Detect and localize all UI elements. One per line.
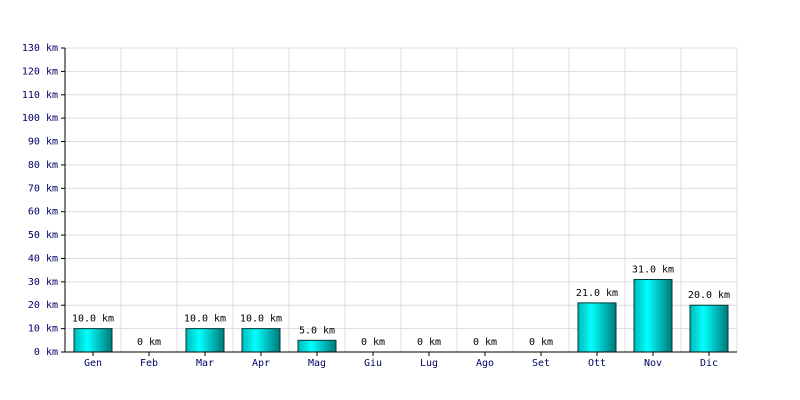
x-tick-label: Mar <box>196 358 214 369</box>
bar <box>241 328 281 353</box>
x-tick-label: Gen <box>84 358 102 369</box>
value-label: 0 km <box>417 337 441 348</box>
x-tick-label: Nov <box>644 358 662 369</box>
x-tick-label: Apr <box>252 358 270 369</box>
value-label: 0 km <box>137 337 161 348</box>
x-tick-label: Mag <box>308 358 326 369</box>
value-label: 10.0 km <box>72 314 114 325</box>
y-tick-label: 100 km <box>22 113 58 124</box>
value-label: 0 km <box>473 337 497 348</box>
value-label: 0 km <box>529 337 553 348</box>
y-tick-label: 30 km <box>28 277 58 288</box>
bar <box>633 279 673 353</box>
bar <box>185 328 225 353</box>
bar <box>73 328 113 353</box>
y-tick-label: 120 km <box>22 66 58 77</box>
x-tick-label: Ago <box>476 358 494 369</box>
y-tick-label: 130 km <box>22 43 58 54</box>
value-label: 0 km <box>361 337 385 348</box>
value-label: 20.0 km <box>688 290 730 301</box>
y-tick-label: 90 km <box>28 137 58 148</box>
x-tick-label: Giu <box>364 358 382 369</box>
bar <box>689 304 729 353</box>
x-tick-label: Dic <box>700 358 718 369</box>
y-tick-label: 20 km <box>28 300 58 311</box>
value-label: 31.0 km <box>632 265 674 276</box>
y-tick-label: 70 km <box>28 183 58 194</box>
y-tick-label: 60 km <box>28 207 58 218</box>
bar <box>577 302 617 353</box>
value-label: 21.0 km <box>576 288 618 299</box>
x-tick-label: Set <box>532 358 550 369</box>
value-label: 10.0 km <box>184 314 226 325</box>
value-label: 5.0 km <box>299 325 335 336</box>
x-tick-label: Feb <box>140 358 158 369</box>
y-tick-label: 50 km <box>28 230 58 241</box>
y-tick-label: 0 km <box>34 347 58 358</box>
y-tick-label: 10 km <box>28 324 58 335</box>
value-label: 10.0 km <box>240 314 282 325</box>
y-tick-label: 40 km <box>28 253 58 264</box>
y-tick-label: 80 km <box>28 160 58 171</box>
x-tick-label: Lug <box>420 358 438 369</box>
x-tick-label: Ott <box>588 358 606 369</box>
bar <box>297 339 337 353</box>
y-tick-label: 110 km <box>22 90 58 101</box>
